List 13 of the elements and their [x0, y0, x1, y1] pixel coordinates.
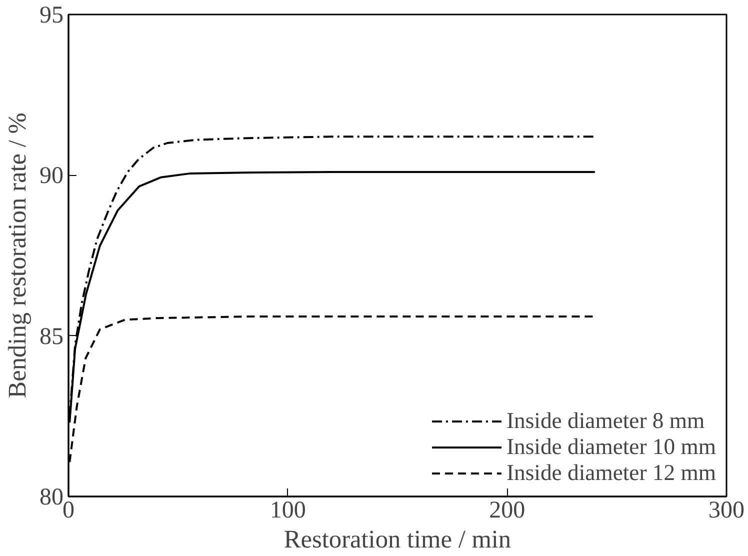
x-tick-label: 100: [270, 498, 306, 524]
x-axis-title: Restoration time / min: [284, 526, 512, 554]
y-tick-label: 90: [40, 163, 64, 190]
y-axis-title: Bending restoration rate / %: [4, 112, 32, 398]
y-tick-label: 80: [40, 484, 64, 510]
y-tick-label: 85: [40, 324, 64, 350]
legend-label: Inside diameter 10 mm: [506, 434, 716, 460]
y-tick-label: 95: [40, 2, 64, 28]
x-tick-label: 300: [708, 498, 744, 524]
legend-label: Inside diameter 8 mm: [506, 408, 705, 434]
x-tick-label: 0: [62, 498, 74, 524]
x-tick-label: 200: [489, 498, 526, 524]
legend-label: Inside diameter 12 mm: [506, 460, 716, 486]
